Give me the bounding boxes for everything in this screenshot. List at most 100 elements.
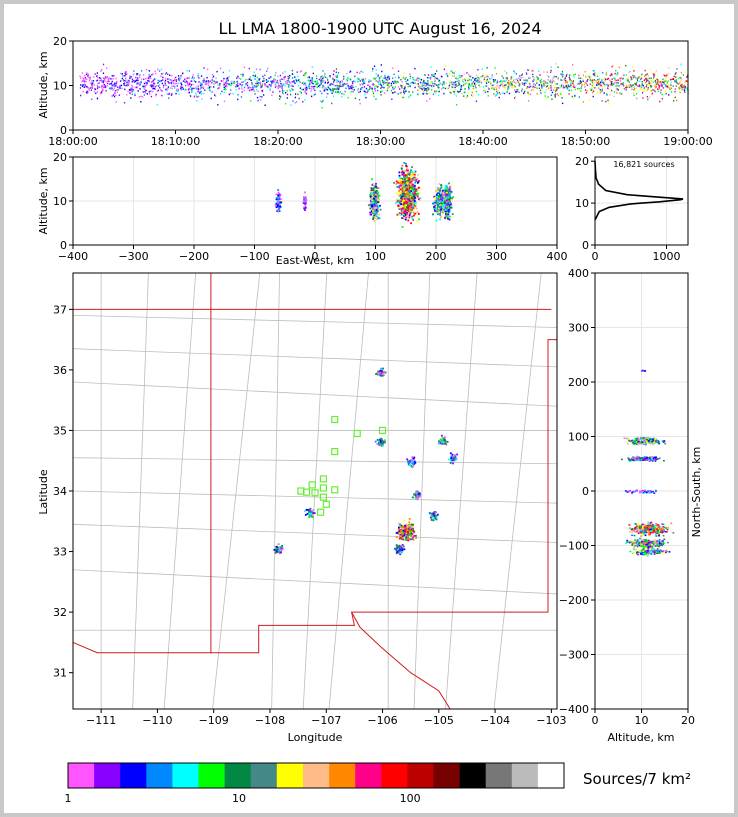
source-point [453, 81, 456, 84]
source-point [496, 72, 498, 75]
source-point [657, 81, 659, 83]
source-point [248, 87, 250, 89]
source-point [513, 81, 515, 83]
source-point [502, 77, 505, 79]
source-point [115, 84, 117, 87]
source-point [110, 83, 112, 85]
source-point [376, 218, 378, 221]
source-point [463, 84, 465, 87]
source-point [453, 72, 455, 74]
source-point [545, 85, 548, 88]
source-point [602, 72, 604, 74]
source-point [95, 92, 97, 95]
source-point [125, 84, 127, 87]
source-point [327, 79, 329, 81]
source-point [445, 209, 447, 211]
source-point [400, 197, 403, 200]
source-point [563, 78, 566, 81]
source-point [175, 79, 178, 81]
source-point [331, 92, 333, 94]
source-point [424, 85, 427, 87]
source-point [444, 87, 446, 90]
source-point [197, 88, 200, 91]
source-point [230, 92, 232, 95]
source-point [379, 83, 382, 85]
source-point [396, 198, 399, 201]
source-point [405, 76, 407, 79]
source-point [289, 89, 291, 92]
source-point [277, 82, 280, 84]
source-point [442, 200, 445, 202]
source-point [252, 87, 254, 90]
source-point [531, 85, 533, 88]
source-point [116, 86, 119, 88]
source-point [566, 73, 568, 76]
source-point [439, 194, 442, 197]
source-point [184, 81, 186, 83]
source-point [203, 67, 205, 69]
source-point [193, 96, 195, 98]
source-point [112, 84, 114, 86]
source-point [590, 79, 592, 82]
source-point [411, 185, 414, 188]
source-point [408, 207, 411, 209]
source-point [280, 78, 282, 81]
source-point [431, 75, 433, 77]
source-point [383, 439, 386, 442]
source-point [83, 79, 85, 82]
source-point [444, 187, 447, 189]
source-point [451, 81, 453, 83]
source-point [142, 91, 144, 93]
source-point [354, 81, 356, 83]
source-point [641, 83, 643, 85]
source-point [80, 84, 82, 86]
source-point [376, 187, 379, 189]
source-point [86, 86, 88, 88]
source-point [338, 86, 340, 88]
source-point [338, 92, 340, 94]
source-point [521, 74, 523, 76]
time-height-sources [79, 63, 689, 109]
source-point [684, 71, 686, 74]
source-point [239, 83, 241, 86]
source-point [498, 91, 500, 94]
source-point [645, 77, 647, 80]
source-point [295, 78, 297, 80]
source-point [681, 83, 683, 86]
source-point [238, 88, 240, 90]
east-west-tick-label: −300 [118, 250, 148, 263]
source-point [633, 89, 635, 91]
source-point [267, 85, 270, 88]
source-point [392, 86, 394, 89]
source-point [373, 95, 375, 98]
source-point [554, 90, 556, 93]
source-point [650, 84, 652, 87]
source-point [365, 96, 367, 99]
source-point [288, 84, 290, 86]
source-point [459, 90, 461, 92]
source-point [382, 370, 385, 373]
source-point [275, 546, 278, 548]
source-point [175, 92, 177, 95]
source-point [132, 90, 134, 92]
source-point [640, 85, 642, 88]
source-point [534, 86, 536, 89]
source-point [623, 85, 625, 87]
source-point [456, 104, 458, 106]
source-point [330, 90, 332, 92]
source-point [441, 199, 444, 202]
source-point [214, 81, 216, 83]
source-point [494, 80, 496, 83]
source-point [298, 78, 300, 81]
source-point [669, 86, 672, 89]
source-point [633, 70, 635, 72]
source-point [407, 179, 410, 181]
source-point [102, 72, 105, 74]
source-point [445, 215, 448, 218]
source-point [328, 75, 330, 77]
source-point [638, 84, 641, 86]
source-point [437, 94, 440, 96]
source-point [662, 81, 664, 84]
source-point [303, 74, 305, 77]
source-point [289, 74, 291, 77]
